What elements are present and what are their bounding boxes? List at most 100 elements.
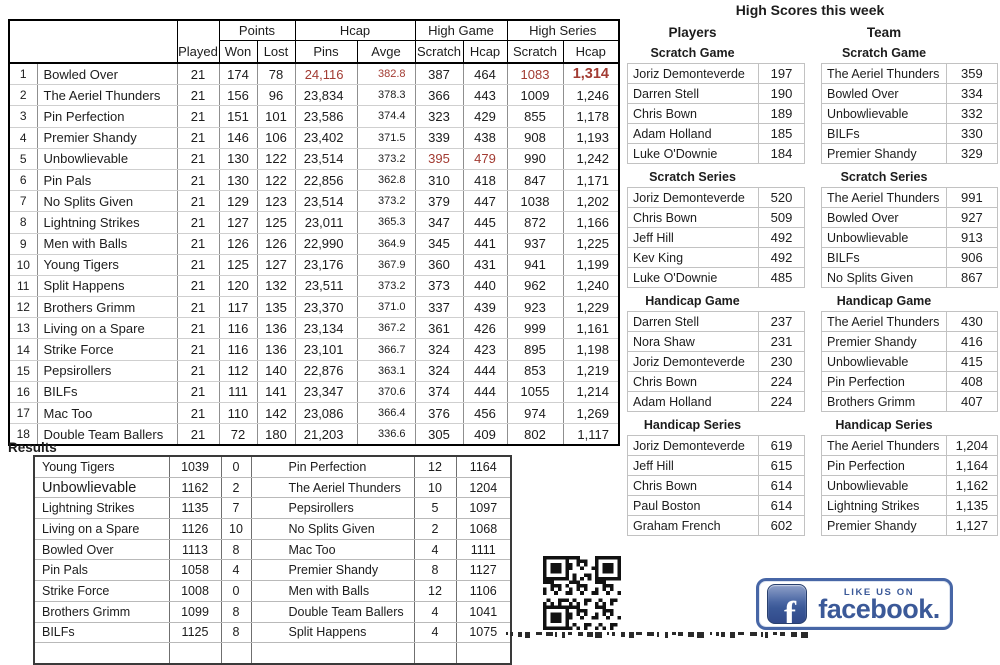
high-score-row: BILFs 330 (821, 123, 999, 144)
score-cell: 184 (758, 143, 805, 164)
score-cell: 415 (945, 351, 999, 372)
stat-cell-won: 116 (218, 317, 258, 340)
player-name-cell: Jeff Hill (627, 227, 759, 248)
stat-cell-avge: 373.2 (356, 190, 416, 213)
stat-cell-avge: 371.5 (356, 126, 416, 149)
stat-cell-hgs: 324 (414, 338, 464, 361)
team-name-cell: Premier Shandy (821, 143, 947, 164)
standings-row: 12 Brothers Grimm 21 117 135 23,370 371.0 337 43… (8, 296, 620, 319)
score-cell: 906 (945, 247, 999, 268)
standings-row: 9 Men with Balls 21 126 126 22,990 364.9 345 441… (8, 232, 620, 255)
away-points-cell: 5 (413, 497, 457, 520)
stat-cell-hgs: 366 (414, 84, 464, 107)
players-table: Joriz Demonteverde 619 Jeff Hill 615 Chris B… (627, 435, 805, 536)
cutoff-text-fragment (506, 632, 812, 639)
letter-top-mark (738, 632, 744, 635)
stat-cell-lost: 142 (256, 401, 296, 425)
standings-row: 8 Lightning Strikes 21 127 125 23,011 365.3 347… (8, 211, 620, 234)
stat-cell-played: 21 (176, 126, 220, 149)
result-row: Brothers Grimm 1099 8 Double Team Ballers 4 1… (33, 600, 512, 623)
rank-cell: 2 (8, 84, 38, 107)
score-cell: 615 (758, 455, 805, 476)
standings-column-header-row: Won Lost Pins Avge Scratch Hcap Scratch Hcap (9, 40, 620, 64)
away-team-cell (250, 642, 415, 665)
letter-top-mark (773, 632, 777, 635)
player-name-cell: Adam Holland (627, 391, 759, 412)
letter-top-mark (716, 632, 719, 636)
stat-cell-hgh: 479 (462, 147, 508, 170)
team-name-cell: Strike Force (36, 338, 178, 361)
stat-cell-played: 21 (176, 62, 220, 86)
score-cell: 927 (945, 207, 999, 228)
section-header-scratch-game: Scratch Game (650, 46, 735, 60)
stat-cell-hgs: 305 (414, 423, 464, 446)
stat-cell-avge: 365.3 (356, 211, 416, 234)
team-name-cell: The Aeriel Thunders (821, 187, 947, 208)
team-column-label: Team (866, 25, 902, 40)
stat-cell-hgs: 337 (414, 296, 464, 319)
stat-cell-hgh: 444 (462, 380, 508, 404)
team-name-cell: Mac Too (36, 401, 178, 425)
home-team-cell: BILFs (33, 621, 170, 644)
letter-top-mark (587, 632, 593, 637)
score-cell: 330 (945, 123, 999, 144)
home-points-cell (220, 642, 252, 665)
players-section: Handicap Series Joriz Demonteverde 619 Jeff… (627, 416, 805, 536)
player-name-cell: Paul Boston (627, 495, 759, 516)
letter-top-mark (657, 632, 659, 637)
player-name-cell: Joriz Demonteverde (627, 63, 759, 84)
away-team-cell: Pin Perfection (250, 455, 415, 478)
letter-top-mark (546, 632, 553, 636)
stat-cell-lost: 125 (256, 211, 296, 234)
section-header-scratch-game: Scratch Game (841, 46, 927, 60)
result-row (33, 642, 512, 665)
away-points-cell: 8 (413, 559, 457, 582)
results-table: Young Tigers 1039 0 Pin Perfection 12 1164 Unb… (33, 455, 512, 665)
team-name-cell: Unbowlievable (821, 351, 947, 372)
stat-cell-hss: 802 (506, 423, 564, 446)
high-score-row: Darren Stell 237 (627, 311, 805, 332)
stat-cell-avge: 363.1 (356, 359, 416, 382)
team-name-cell: Pin Pals (36, 168, 178, 192)
stat-cell-hgs: 323 (414, 105, 464, 128)
stat-cell-hsh: 1,193 (562, 126, 620, 149)
high-score-row: BILFs 906 (821, 247, 999, 268)
stat-cell-avge: 336.6 (356, 423, 416, 446)
stat-cell-hgs: 345 (414, 232, 464, 255)
score-cell: 614 (758, 475, 805, 496)
rank-cell: 14 (8, 338, 38, 361)
high-score-row: Kev King 492 (627, 247, 805, 268)
player-name-cell: Chris Bown (627, 103, 759, 124)
stat-cell-hsh: 1,242 (562, 147, 620, 170)
player-name-cell: Darren Stell (627, 83, 759, 104)
stat-cell-hgs: 361 (414, 317, 464, 340)
team-section: Scratch Game The Aeriel Thunders 359 Bowled… (821, 44, 999, 164)
stat-cell-lost: 78 (256, 62, 296, 86)
stat-cell-hsh: 1,240 (562, 274, 620, 298)
stat-cell-hgh: 456 (462, 401, 508, 425)
score-cell: 407 (945, 391, 999, 412)
home-pins-cell: 1162 (168, 476, 222, 499)
facebook-tagline: LIKE US ON (843, 587, 915, 598)
stat-cell-won: 130 (218, 147, 258, 170)
group-header-points: Points (218, 19, 296, 41)
score-cell: 1,164 (945, 455, 999, 476)
letter-top-mark (506, 632, 508, 635)
player-name-cell: Chris Bown (627, 207, 759, 228)
away-pins-cell (455, 642, 512, 665)
standings-row: 13 Living on a Spare 21 116 136 23,134 367.2 36… (8, 317, 620, 340)
result-row: Strike Force 1008 0 Men with Balls 12 1106 (33, 580, 512, 602)
stat-cell-hss: 872 (506, 211, 564, 234)
score-cell: 492 (758, 227, 805, 248)
stat-cell-played: 21 (176, 401, 220, 425)
home-pins-cell: 1126 (168, 518, 222, 540)
stat-cell-hgh: 444 (462, 359, 508, 382)
high-score-row: Jeff Hill 615 (627, 455, 805, 476)
letter-top-mark (688, 632, 694, 637)
stat-cell-pins: 23,402 (294, 126, 358, 149)
player-name-cell: Luke O'Downie (627, 267, 759, 288)
letter-top-mark (629, 632, 634, 638)
stat-cell-hss: 847 (506, 168, 564, 192)
stat-cell-lost: 106 (256, 126, 296, 149)
stat-cell-hgs: 360 (414, 253, 464, 276)
